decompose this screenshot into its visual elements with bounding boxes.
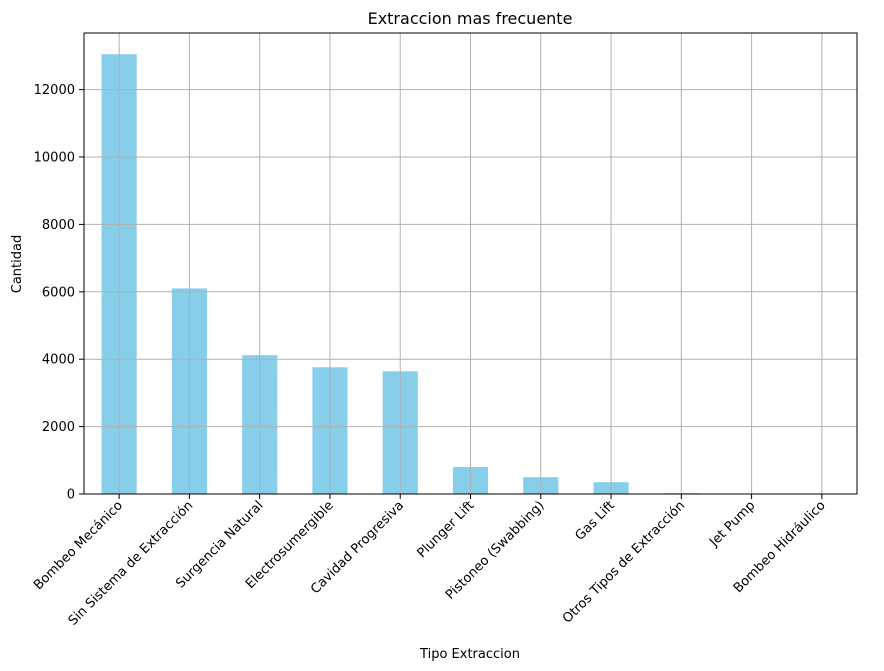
y-tick-label: 0 (67, 488, 75, 503)
x-tick-label: Sin Sistema de Extracción (66, 498, 196, 628)
y-tick-label: 4000 (42, 353, 75, 368)
x-tick-label: Plunger Lift (414, 498, 477, 561)
x-tick-label: Otros Tipos de Extracción (560, 498, 688, 626)
y-axis-ticks: 0 2000 4000 6000 8000 10000 12000 (34, 83, 84, 503)
y-tick-label: 10000 (34, 151, 75, 166)
y-tick-label: 6000 (42, 285, 75, 300)
x-tick-label: Jet Pump (706, 498, 758, 550)
y-tick-label: 12000 (34, 83, 75, 98)
y-tick-label: 2000 (42, 420, 75, 435)
y-axis-label: Cantidad (10, 235, 25, 293)
y-tick-label: 8000 (42, 218, 75, 233)
x-axis-label: Tipo Extraccion (419, 647, 520, 662)
x-tick-label: Gas Lift (572, 498, 617, 543)
chart-title: Extraccion mas frecuente (368, 9, 573, 28)
